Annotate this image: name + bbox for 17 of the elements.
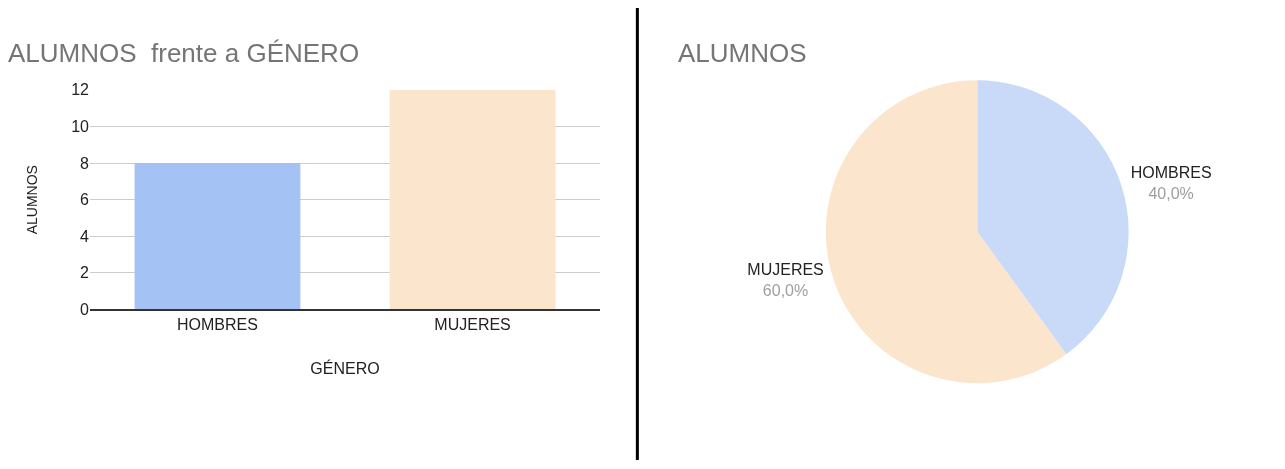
y-tick-label: 10 [71, 118, 90, 136]
data-label: 60,0% [762, 282, 809, 300]
y-tick-label: 6 [80, 191, 90, 209]
chart-title: ALUMNOS frente a GÉNERO [8, 38, 360, 68]
y-tick-label: 0 [80, 301, 90, 319]
y-tick-label: 8 [80, 154, 90, 172]
y-axis-title: ALUMNOS [23, 165, 40, 235]
data-label: 40,0% [1148, 185, 1194, 203]
slice-label: HOMBRES [1130, 164, 1212, 182]
y-tick-label: 12 [71, 81, 90, 99]
chart-title: ALUMNOS [678, 38, 807, 68]
slice-label: MUJERES [747, 261, 824, 279]
y-tick-label: 2 [80, 264, 90, 282]
pie-slice [825, 80, 1067, 384]
y-tick-label: 4 [80, 227, 90, 245]
x-axis-title: GÉNERO [310, 358, 380, 377]
pie-slice [977, 80, 1129, 355]
